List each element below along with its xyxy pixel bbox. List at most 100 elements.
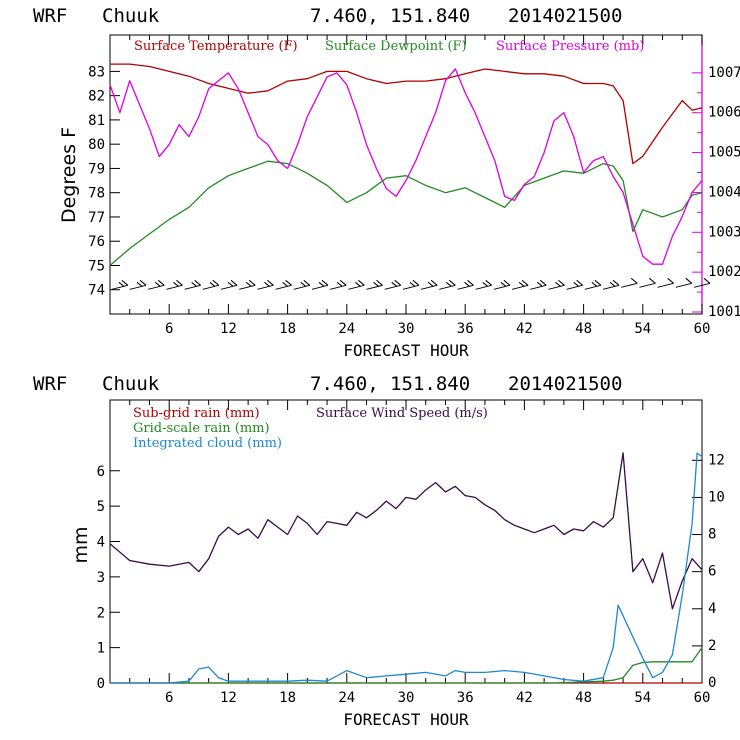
panel2-x-axis-label: FORECAST HOUR: [343, 710, 469, 729]
series-surface-wind-speed-m-s: [109, 452, 703, 610]
wind-barb: [566, 279, 583, 290]
wind-barb: [693, 277, 711, 288]
panel1-coords-label: 7.460, 151.840: [310, 5, 470, 27]
legend-surface-wind-speed: Surface Wind Speed (m/s): [316, 406, 488, 421]
y-tick-label: 77: [88, 210, 105, 226]
panel1-x-ticks: 6 12 18 24 30 36 42 48 54 60: [129, 35, 711, 337]
y2-tick-label: 4: [708, 601, 716, 617]
wind-barb: [475, 279, 493, 290]
x-tick-label: 42: [516, 690, 533, 706]
y2-tick-label: 1003: [708, 224, 740, 240]
series-grid-scale-rain-mm: [110, 647, 703, 684]
panel1-model-label: WRF: [33, 5, 67, 27]
panel1-y-axis-label: Degrees F: [58, 127, 80, 223]
x-tick-label: 12: [220, 321, 237, 337]
y2-tick-label: 1007: [708, 65, 740, 81]
y-tick-label: 2: [97, 605, 105, 621]
y2-tick-label: 0: [708, 675, 716, 691]
wind-barb: [439, 279, 456, 290]
y-tick-label: 79: [88, 161, 105, 177]
y-tick-label: 4: [97, 535, 105, 551]
y2-tick-label: 6: [708, 564, 716, 580]
wind-barb: [602, 279, 620, 290]
x-tick-label: 18: [279, 690, 296, 706]
panel1-y-ticks: 74 75 76 77 78 79 80 81 82 83: [88, 64, 120, 299]
panel1-series: [109, 63, 703, 266]
y-tick-label: 82: [88, 89, 105, 105]
x-tick-label: 18: [279, 321, 296, 337]
y-tick-label: 1: [97, 641, 105, 657]
legend-integrated-cloud: Integrated cloud (mm): [133, 436, 282, 451]
x-tick-label: 36: [457, 321, 474, 337]
panel1-x-axis-label: FORECAST HOUR: [343, 341, 469, 360]
legend-surface-temperature: Surface Temperature (F): [134, 39, 298, 54]
x-tick-label: 6: [165, 690, 173, 706]
x-tick-label: 24: [338, 690, 355, 706]
panel2-station-label: Chuuk: [102, 373, 160, 395]
wind-barb: [311, 279, 329, 290]
y-tick-label: 78: [88, 186, 105, 202]
y-tick-label: 80: [88, 137, 105, 153]
panel2-coords-label: 7.460, 151.840: [310, 373, 470, 395]
wind-barb: [457, 279, 474, 290]
wind-barb: [366, 279, 383, 290]
wind-barb: [584, 279, 602, 290]
x-tick-label: 60: [694, 690, 711, 706]
panel1-wind-barbs: [111, 277, 711, 290]
x-tick-label: 54: [634, 690, 651, 706]
wind-barb: [675, 277, 693, 288]
wind-barb: [402, 279, 420, 290]
y2-tick-label: 1001: [708, 304, 740, 320]
wind-barb: [202, 279, 220, 290]
temperature-panel: WRF Chuuk 7.460, 151.840 2014021500 6 12 1…: [33, 5, 740, 360]
y2-tick-label: 1002: [708, 264, 740, 280]
panel1-station-label: Chuuk: [102, 5, 160, 27]
legend-grid-scale-rain: Grid-scale rain (mm): [133, 421, 270, 436]
y2-tick-label: 1004: [708, 184, 740, 200]
x-tick-label: 30: [398, 690, 415, 706]
y-tick-label: 5: [97, 499, 105, 515]
wind-barb: [257, 279, 274, 290]
y-tick-label: 83: [88, 64, 105, 80]
wind-barb: [111, 279, 129, 290]
wind-barb: [239, 279, 256, 290]
series-surface-temperature-f: [110, 63, 703, 165]
x-tick-label: 36: [457, 690, 474, 706]
wind-barb: [639, 277, 656, 288]
y-tick-label: 6: [97, 464, 105, 480]
wind-barb: [421, 279, 438, 290]
wind-barb: [184, 279, 201, 290]
wind-barb: [129, 279, 147, 290]
y-tick-label: 76: [88, 234, 105, 250]
x-tick-label: 48: [575, 321, 592, 337]
wind-barb: [511, 279, 529, 290]
wind-barb: [293, 279, 311, 290]
x-tick-label: 60: [694, 321, 711, 337]
wind-barb: [348, 279, 365, 290]
wind-barb: [621, 277, 638, 288]
wind-barb: [330, 279, 347, 290]
legend-surface-pressure: Surface Pressure (mb): [496, 39, 644, 54]
y-tick-label: 81: [88, 113, 105, 129]
x-tick-label: 12: [220, 690, 237, 706]
series-integrated-cloud-mm: [110, 452, 703, 684]
y2-tick-label: 2: [708, 638, 716, 654]
x-tick-label: 24: [338, 321, 355, 337]
panel2-y-ticks: 0 1 2 3 4 5 6: [97, 464, 120, 692]
wind-barb: [530, 279, 547, 290]
y2-tick-label: 1006: [708, 105, 740, 121]
wind-barb: [220, 279, 238, 290]
panel2-series: [109, 452, 703, 684]
panel2-date-label: 2014021500: [508, 373, 622, 395]
panel2-model-label: WRF: [33, 373, 67, 395]
y-tick-label: 0: [97, 676, 105, 692]
x-tick-label: 6: [165, 321, 173, 337]
wind-barb: [384, 279, 402, 290]
y-tick-label: 75: [88, 258, 105, 274]
wind-barb: [493, 279, 511, 290]
wind-barb: [148, 279, 165, 290]
series-surface-dewpoint-f: [109, 160, 703, 266]
y-tick-label: 74: [88, 283, 105, 299]
panel1-y2-ticks: 1001 1002 1003 1004 1005 1006 1007: [692, 65, 740, 320]
